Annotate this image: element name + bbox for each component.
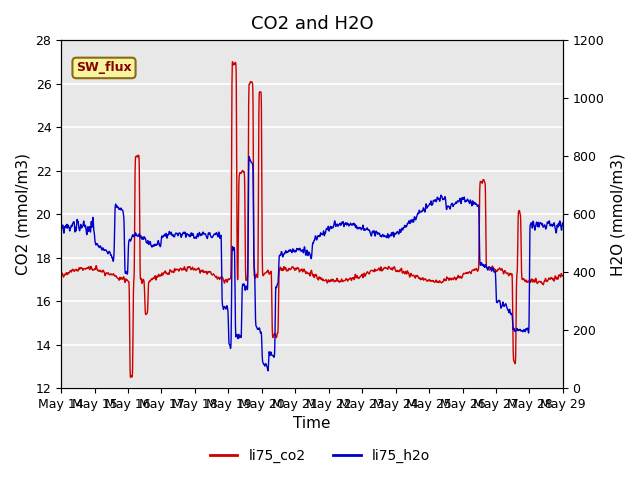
Y-axis label: H2O (mmol/m3): H2O (mmol/m3) bbox=[610, 153, 625, 276]
Text: SW_flux: SW_flux bbox=[76, 61, 132, 74]
Title: CO2 and H2O: CO2 and H2O bbox=[251, 15, 373, 33]
Legend: li75_co2, li75_h2o: li75_co2, li75_h2o bbox=[204, 443, 436, 468]
Y-axis label: CO2 (mmol/m3): CO2 (mmol/m3) bbox=[15, 153, 30, 275]
X-axis label: Time: Time bbox=[293, 417, 331, 432]
